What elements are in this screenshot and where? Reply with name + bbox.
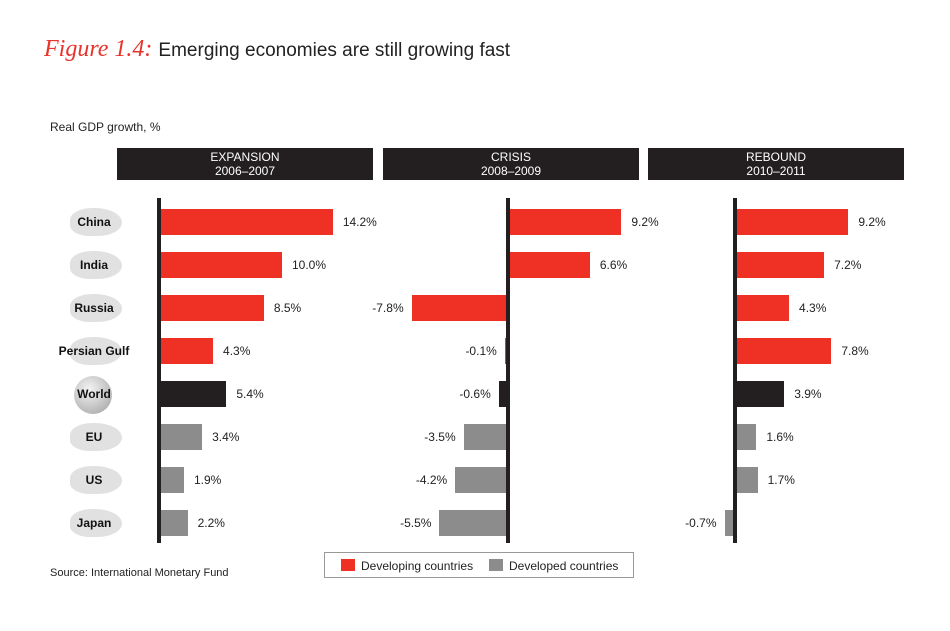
bar [504, 338, 506, 364]
data-label: 2.2% [197, 516, 225, 530]
bar [161, 510, 188, 536]
zero-axis-line [733, 198, 737, 543]
figure-title-text: Emerging economies are still growing fas… [158, 40, 511, 61]
bar [161, 252, 282, 278]
bar [737, 381, 785, 407]
legend-label-developing: Developing countries [361, 559, 474, 573]
panel-period: 2010–2011 [746, 164, 806, 178]
map-silhouette-persian-gulf-icon [70, 337, 122, 365]
map-silhouette-china-icon [70, 208, 122, 236]
globe-icon [74, 376, 112, 414]
map-silhouette-russia-icon [70, 294, 122, 322]
data-label: 1.7% [767, 473, 795, 487]
panel-header-expansion: EXPANSION 2006–2007 [117, 148, 373, 180]
data-label: -3.5% [424, 430, 456, 444]
legend-swatch-developing [341, 559, 355, 571]
legend: Developing countries Developed countries [324, 552, 634, 578]
bar [737, 467, 758, 493]
data-label: 3.4% [212, 430, 240, 444]
data-label: 6.6% [599, 258, 628, 272]
bar [161, 381, 227, 407]
bar [439, 510, 506, 536]
bar [737, 295, 790, 321]
bar [510, 252, 590, 278]
bar [161, 295, 264, 321]
map-silhouette-us-icon [70, 466, 122, 494]
map-silhouette-india-icon [70, 251, 122, 279]
panel-header-crisis: CRISIS 2008–2009 [383, 148, 639, 180]
bar [737, 209, 849, 235]
panel-header-rebound: REBOUND 2010–2011 [648, 148, 904, 180]
map-silhouette-eu-icon [70, 423, 122, 451]
source-note: Source: International Monetary Fund [50, 567, 229, 579]
zero-axis-line [506, 198, 510, 543]
data-label: -0.7% [685, 516, 717, 530]
bar [161, 209, 333, 235]
panel-name: REBOUND [745, 150, 806, 164]
bar [737, 424, 757, 450]
figure-title: Figure 1.4: Emerging economies are still … [44, 36, 510, 63]
bar [724, 510, 733, 536]
bar [161, 424, 203, 450]
data-label: 9.2% [858, 215, 886, 229]
panel-period: 2006–2007 [214, 164, 276, 178]
country-label: Persian Gulf [58, 344, 130, 358]
legend-swatch-developed [489, 559, 503, 571]
data-label: 14.2% [342, 215, 377, 229]
data-label: 1.9% [193, 473, 222, 487]
data-label: 10.0% [292, 258, 327, 272]
data-label: -4.2% [415, 473, 448, 487]
country-label: US [85, 473, 103, 487]
bar [411, 295, 506, 321]
bar [737, 338, 832, 364]
bar [161, 467, 184, 493]
data-label: 5.4% [236, 387, 264, 401]
bar [498, 381, 506, 407]
map-silhouette-japan-icon [70, 509, 122, 537]
data-label: 7.8% [841, 344, 869, 358]
y-axis-label: Real GDP growth, % [50, 120, 161, 134]
data-label: 4.3% [799, 301, 827, 315]
country-label: EU [85, 430, 103, 444]
data-label: -5.5% [400, 516, 432, 530]
bar [510, 209, 622, 235]
bar [463, 424, 506, 450]
country-label: India [79, 258, 108, 272]
bar [161, 338, 214, 364]
data-label: -0.6% [459, 387, 491, 401]
data-label: 3.9% [794, 387, 822, 401]
country-label: Russia [74, 301, 114, 315]
figure-number: Figure 1.4: [44, 36, 153, 62]
country-label: China [77, 215, 111, 229]
panel-name: CRISIS [490, 150, 531, 164]
data-label: -7.8% [372, 301, 404, 315]
data-label: 8.5% [273, 301, 302, 315]
data-label: 9.2% [631, 215, 659, 229]
zero-axis-line [157, 198, 161, 543]
data-label: -0.1% [465, 344, 497, 358]
country-label: World [77, 387, 111, 401]
panel-period: 2008–2009 [480, 164, 542, 178]
data-label: 4.3% [223, 344, 251, 358]
legend-label-developed: Developed countries [509, 559, 619, 573]
data-label: 7.2% [834, 258, 862, 272]
bar [455, 467, 506, 493]
panel-name: EXPANSION [210, 150, 280, 164]
data-label: 1.6% [766, 430, 794, 444]
bar [737, 252, 825, 278]
country-label: Japan [76, 516, 112, 530]
